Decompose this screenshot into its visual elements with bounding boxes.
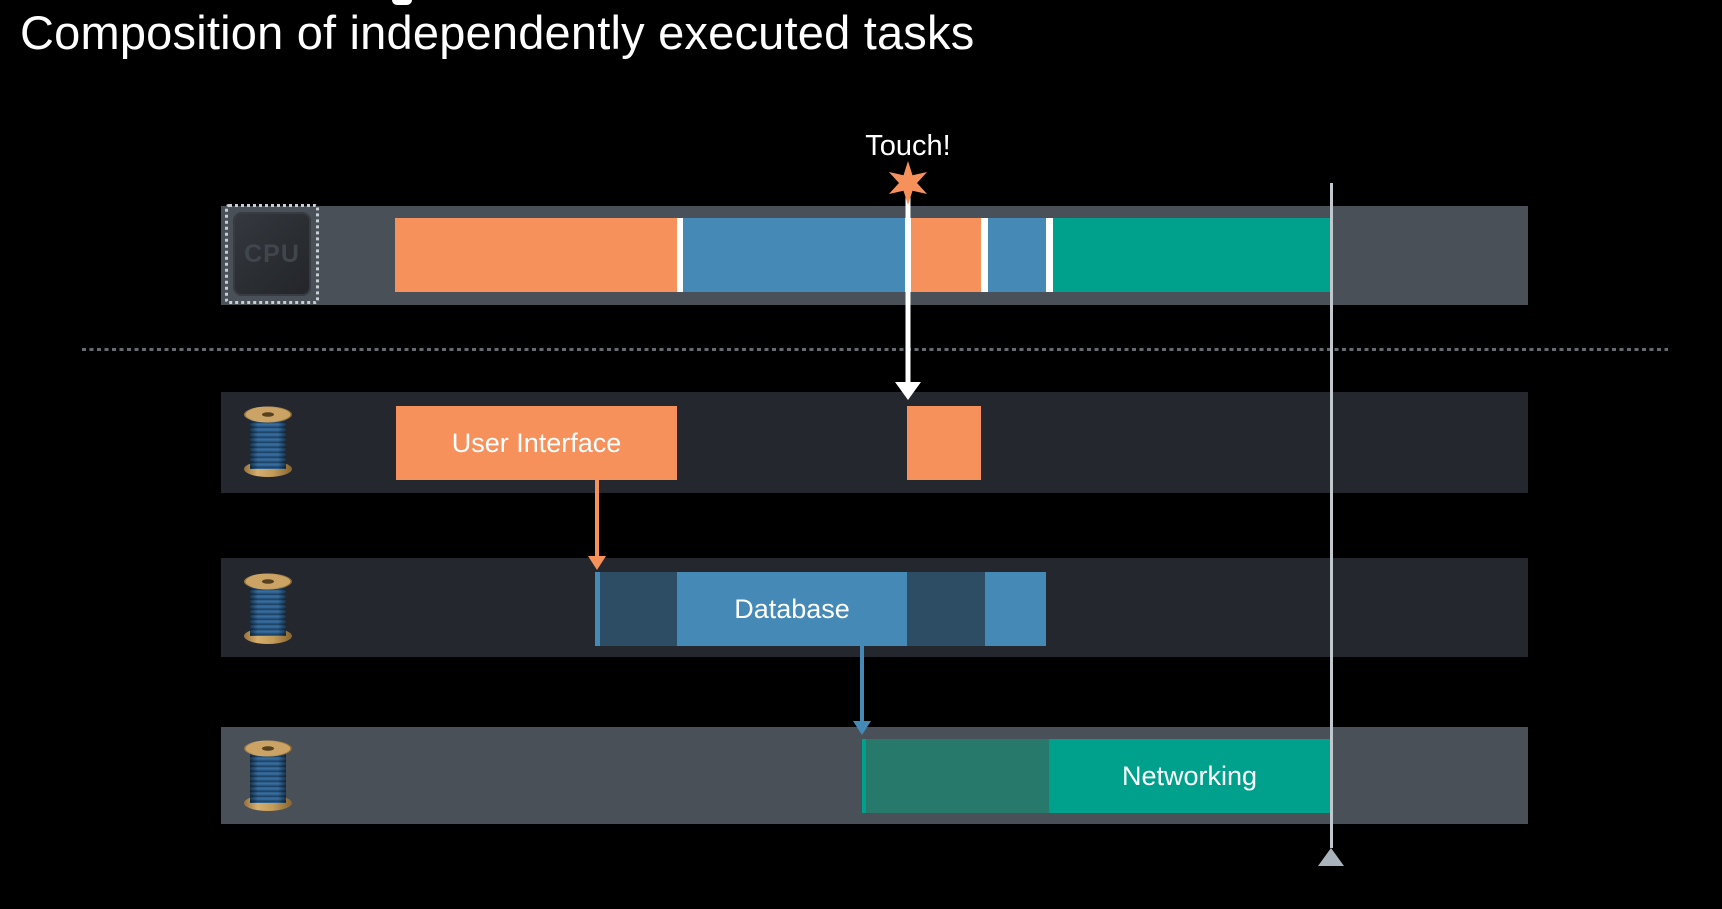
arrow-shaft xyxy=(905,196,911,384)
networking-task-block: Networking xyxy=(1049,739,1330,813)
networking-timeline-track: Networking xyxy=(221,727,1528,824)
database-thread-lane: Database xyxy=(221,558,1528,657)
cpu-segment-database xyxy=(683,218,905,292)
cpu-segment-user-interface xyxy=(395,218,677,292)
slide-title: Composition of independently executed ta… xyxy=(20,6,975,59)
database-start-sliver xyxy=(595,572,600,646)
database-task-block: Database xyxy=(677,572,907,646)
arrow-head xyxy=(895,382,921,400)
cpu-chip-icon: CPU xyxy=(225,204,319,304)
database-waiting-block-2 xyxy=(907,572,985,646)
networking-thread-lane: Networking xyxy=(221,727,1528,824)
arrow-shaft xyxy=(860,646,864,722)
arrow-head xyxy=(588,556,606,570)
cpu-segment-user-interface-touch xyxy=(911,218,981,292)
user-interface-task-block: User Interface xyxy=(396,406,677,480)
touch-label: Touch! xyxy=(865,130,951,162)
cpu-lane: CPU xyxy=(221,204,1528,305)
user-interface-thread-lane: User Interface xyxy=(221,392,1528,493)
touch-star-icon xyxy=(888,161,928,205)
user-interface-touch-block xyxy=(907,406,981,480)
cpu-segment-networking xyxy=(1053,218,1330,292)
database-running-block-2 xyxy=(985,572,1046,646)
arrow-shaft xyxy=(595,478,599,558)
separator-dotted-line xyxy=(82,348,1668,351)
database-waiting-block xyxy=(600,572,677,646)
cpu-segment-database-2 xyxy=(988,218,1046,292)
arrow-head xyxy=(853,721,871,735)
database-timeline-track: Database xyxy=(221,558,1528,657)
timeline-playhead-line xyxy=(1330,183,1333,848)
networking-start-sliver xyxy=(862,739,866,813)
timeline-playhead-thumb xyxy=(1318,848,1344,866)
clipped-text-fragment xyxy=(392,0,412,5)
cpu-timeline-track xyxy=(221,206,1528,305)
networking-waiting-block xyxy=(866,739,1049,813)
user-interface-timeline-track: User Interface xyxy=(221,392,1528,493)
